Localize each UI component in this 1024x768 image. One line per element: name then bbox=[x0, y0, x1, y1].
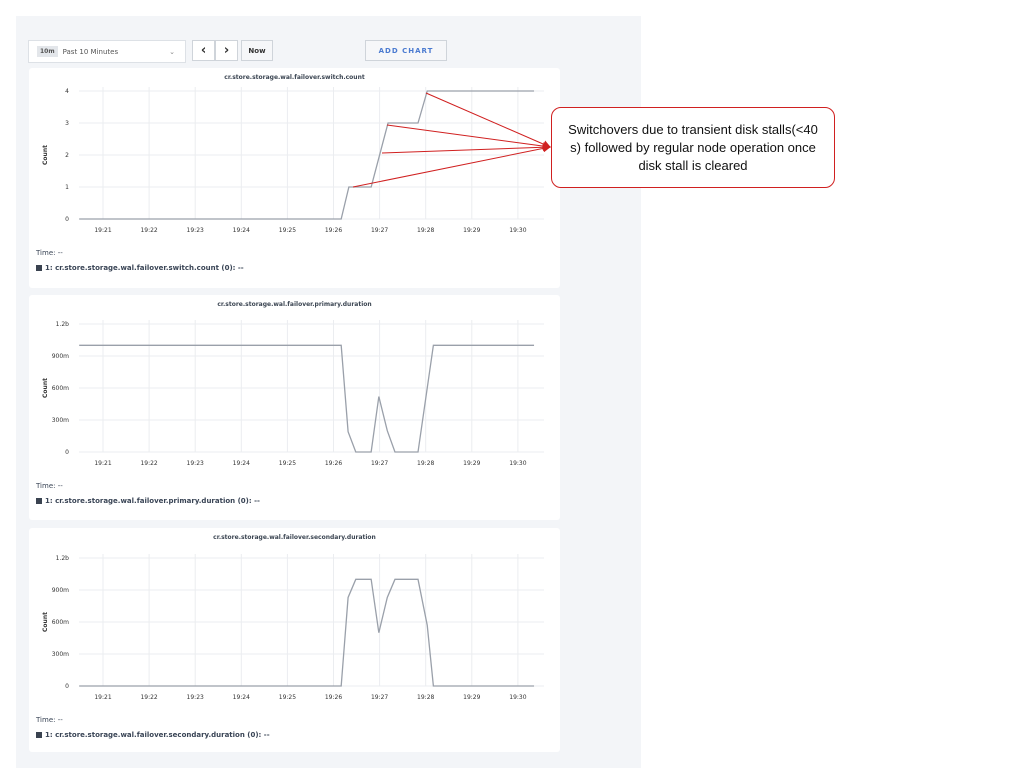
series-line bbox=[79, 578, 535, 687]
y-tick-label: 2 bbox=[65, 152, 69, 159]
x-tick-label: 19:25 bbox=[279, 460, 296, 467]
chart-card-secondary-duration: cr.store.storage.wal.failover.secondary.… bbox=[29, 528, 560, 752]
x-tick-label: 19:29 bbox=[463, 227, 480, 234]
x-tick-label: 19:29 bbox=[463, 460, 480, 467]
legend-item[interactable]: 1: cr.store.storage.wal.failover.switch.… bbox=[36, 264, 244, 272]
x-tick-label: 19:27 bbox=[371, 227, 388, 234]
legend-swatch bbox=[36, 498, 42, 504]
y-tick-label: 600m bbox=[52, 385, 69, 392]
x-tick-label: 19:29 bbox=[463, 694, 480, 701]
legend-item[interactable]: 1: cr.store.storage.wal.failover.seconda… bbox=[36, 731, 270, 739]
x-tick-label: 19:27 bbox=[371, 460, 388, 467]
x-tick-label: 19:26 bbox=[325, 460, 342, 467]
x-tick-label: 19:27 bbox=[371, 694, 388, 701]
x-tick-label: 19:24 bbox=[233, 694, 250, 701]
chevron-right-icon: › bbox=[223, 43, 230, 58]
y-tick-label: 900m bbox=[52, 353, 69, 360]
x-tick-label: 19:25 bbox=[279, 227, 296, 234]
y-axis-label: Count bbox=[42, 145, 49, 165]
x-tick-label: 19:28 bbox=[417, 694, 434, 701]
annotation-arrow bbox=[386, 124, 551, 151]
x-tick-label: 19:30 bbox=[509, 460, 526, 467]
now-button[interactable]: Now bbox=[241, 40, 273, 61]
legend-swatch bbox=[36, 265, 42, 271]
legend-label: 1: cr.store.storage.wal.failover.switch.… bbox=[45, 264, 244, 272]
y-tick-label: 300m bbox=[52, 651, 69, 658]
next-button[interactable]: › bbox=[215, 40, 238, 61]
annotation-arrow bbox=[425, 92, 551, 148]
chart-plot: 0 300m 600m 900m 1.2b 19:21 19:22 19:23 19:24 19:… bbox=[42, 320, 544, 467]
x-tick-label: 19:22 bbox=[140, 227, 157, 234]
y-tick-label: 300m bbox=[52, 417, 69, 424]
x-tick-label: 19:21 bbox=[94, 694, 111, 701]
y-tick-label: 1.2b bbox=[56, 555, 70, 562]
x-tick-label: 19:30 bbox=[509, 227, 526, 234]
legend-label: 1: cr.store.storage.wal.failover.seconda… bbox=[45, 731, 270, 739]
x-tick-label: 19:28 bbox=[417, 460, 434, 467]
chart-title: cr.store.storage.wal.failover.switch.cou… bbox=[224, 74, 365, 81]
chevron-down-icon: ⌄ bbox=[169, 47, 175, 56]
y-tick-label: 900m bbox=[52, 587, 69, 594]
y-tick-label: 4 bbox=[65, 88, 69, 95]
chart-card-switch-count: cr.store.storage.wal.failover.switch.cou… bbox=[29, 68, 560, 288]
chart-plot: 0 1 2 3 4 19:21 19:22 19:23 19:24 19:25 19:26 19:27… bbox=[42, 87, 544, 234]
time-readout: Time: -- bbox=[36, 249, 63, 257]
y-tick-label: 0 bbox=[65, 683, 69, 690]
legend-swatch bbox=[36, 732, 42, 738]
chart-card-primary-duration: cr.store.storage.wal.failover.primary.du… bbox=[29, 295, 560, 520]
x-tick-label: 19:23 bbox=[187, 227, 204, 234]
y-tick-label: 1 bbox=[65, 184, 69, 191]
legend-label: 1: cr.store.storage.wal.failover.primary… bbox=[45, 497, 260, 505]
x-tick-label: 19:26 bbox=[325, 694, 342, 701]
y-tick-label: 0 bbox=[65, 449, 69, 456]
x-tick-label: 19:22 bbox=[140, 460, 157, 467]
x-tick-label: 19:21 bbox=[94, 460, 111, 467]
chart-plot: 0 300m 600m 900m 1.2b 19:21 19:22 19:23 19:24 19:… bbox=[42, 554, 544, 701]
x-tick-label: 19:25 bbox=[279, 694, 296, 701]
time-range-select[interactable]: 10m Past 10 Minutes ⌄ bbox=[28, 40, 186, 63]
legend-item[interactable]: 1: cr.store.storage.wal.failover.primary… bbox=[36, 497, 260, 505]
annotation-callout: Switchovers due to transient disk stalls… bbox=[551, 107, 835, 188]
annotation-arrow bbox=[381, 143, 551, 154]
range-badge: 10m bbox=[37, 46, 58, 57]
chart-title: cr.store.storage.wal.failover.secondary.… bbox=[213, 534, 376, 541]
y-tick-label: 3 bbox=[65, 120, 69, 127]
x-tick-label: 19:26 bbox=[325, 227, 342, 234]
time-readout: Time: -- bbox=[36, 716, 63, 724]
x-tick-label: 19:28 bbox=[417, 227, 434, 234]
y-tick-label: 1.2b bbox=[56, 321, 70, 328]
x-tick-label: 19:24 bbox=[233, 460, 250, 467]
x-tick-label: 19:23 bbox=[187, 694, 204, 701]
y-axis-label: Count bbox=[42, 378, 49, 398]
x-tick-label: 19:24 bbox=[233, 227, 250, 234]
x-tick-label: 19:30 bbox=[509, 694, 526, 701]
range-label: Past 10 Minutes bbox=[62, 47, 119, 56]
y-tick-label: 0 bbox=[65, 216, 69, 223]
x-tick-label: 19:21 bbox=[94, 227, 111, 234]
time-readout: Time: -- bbox=[36, 482, 63, 490]
annotation-arrow bbox=[352, 144, 551, 188]
add-chart-button[interactable]: ADD CHART bbox=[365, 40, 447, 61]
y-tick-label: 600m bbox=[52, 619, 69, 626]
x-tick-label: 19:23 bbox=[187, 460, 204, 467]
x-tick-label: 19:22 bbox=[140, 694, 157, 701]
prev-button[interactable]: ‹ bbox=[192, 40, 215, 61]
chevron-left-icon: ‹ bbox=[200, 43, 207, 58]
series-line bbox=[79, 90, 535, 220]
y-axis-label: Count bbox=[42, 612, 49, 632]
chart-title: cr.store.storage.wal.failover.primary.du… bbox=[217, 301, 372, 308]
